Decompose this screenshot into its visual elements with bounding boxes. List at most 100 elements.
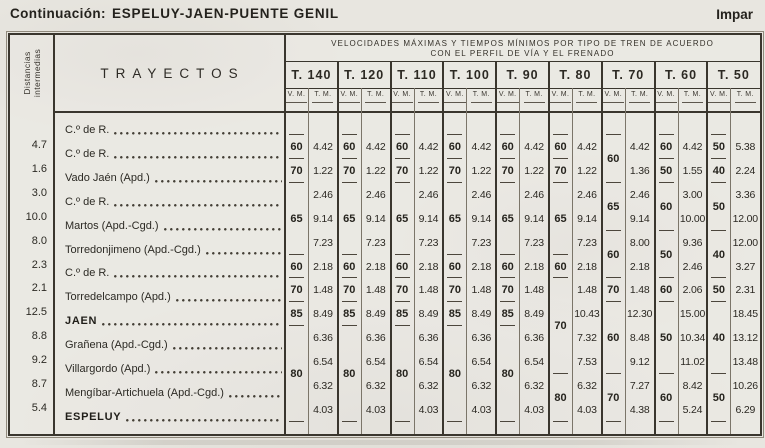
tm-value: 10.00 [679,212,706,225]
station-row: Torredelcampo (Apd.) [54,288,285,304]
vm-section-tick [447,181,463,183]
tm-value: 2.18 [418,260,439,273]
station-row: C.º de R. [54,121,285,137]
tm-value: 6.32 [524,380,544,392]
vm-value: 65 [448,212,462,225]
distance-value: 10.0 [25,210,47,223]
tm-value: 2.46 [524,188,544,201]
tm-value: 4.42 [471,141,492,153]
separator-trayectos [283,35,286,434]
tm-value: 10.43 [574,308,600,321]
vm-header-text: V. M. [602,91,625,103]
train-type-label: T. 80 [559,68,592,82]
station-name: Mengíbar-Artichuela (Apd.-Cgd.) [65,386,224,399]
vm-value: 60 [501,141,514,153]
distances-header-line1: Distancias [22,51,32,95]
vm-header-text: V. M. [496,91,519,103]
train-column-separator [548,61,550,434]
vm-section-tick [447,277,463,279]
vm-section-tick [658,301,674,303]
vm-tm-separator [519,88,521,434]
station-name: Grañena (Apd.-Cgd.) [65,339,168,352]
vm-section-tick [500,157,516,159]
tm-value: 6.32 [313,380,333,392]
tm-value: 9.14 [418,212,439,225]
tm-value: 2.18 [471,260,492,273]
vm-section-tick [394,277,410,279]
tm-value: 8.49 [471,308,492,321]
tm-header: T. M. [414,91,444,111]
train-column-separator [495,61,498,434]
tm-value: 3.36 [735,188,756,201]
tm-value: 1.48 [313,284,333,297]
leader-dots [114,203,282,207]
tm-header: T. M. [572,91,602,111]
distances-header: Distancias intermedias [10,35,54,112]
scan-artifact [20,440,740,445]
tm-value: 6.36 [418,332,439,345]
vm-section-tick [658,420,674,422]
station-row: Grañena (Apd.-Cgd.) [54,336,285,352]
tm-value: 2.18 [524,260,544,273]
vm-value: 80 [290,368,303,381]
vm-value: 65 [290,212,303,225]
vm-tm-separator [466,88,468,434]
vm-section-tick [341,157,357,159]
distances-header-line2: intermedias [32,48,42,98]
vm-section-tick [500,277,516,279]
leader-dots [163,227,282,231]
leader-dots [205,251,282,255]
vm-section-tick [500,325,516,327]
speed-header-line1: VELOCIDADES MÁXIMAS Y TIEMPOS MÍNIMOS PO… [331,39,714,48]
tm-value: 6.36 [313,332,333,345]
tm-header-text: T. M. [417,91,440,103]
tm-value: 7.23 [418,236,439,249]
vm-section-tick [341,253,357,255]
vm-value: 80 [343,368,356,381]
tm-header: T. M. [308,91,338,111]
vm-section-tick [711,181,727,183]
tm-value: 1.22 [418,164,439,177]
tm-value: 9.14 [577,212,597,225]
vm-value: 80 [395,368,409,381]
tm-header-text: T. M. [629,91,651,103]
vm-section-tick [605,373,621,374]
vm-value: 50 [659,248,673,261]
tm-value: 3.00 [682,188,703,201]
tm-value: 4.42 [313,141,333,153]
tm-value: 7.23 [577,236,597,249]
tm-header-text: T. M. [312,91,334,103]
station-name: C.º de R. [65,147,110,160]
vm-section-tick [553,420,568,422]
train-type-label: T. 110 [397,68,437,82]
station-name: Martos (Apd.-Cgd.) [65,219,159,232]
tm-value: 2.46 [313,188,333,201]
vm-value: 70 [607,284,620,297]
vm-value: 65 [607,200,620,213]
vm-header-text: V. M. [708,91,730,103]
tm-value: 11.02 [680,356,705,369]
tm-value: 1.22 [365,164,386,177]
tm-value: 9.14 [313,212,333,225]
vm-header: V. M. [602,91,625,111]
vm-value: 60 [659,200,673,213]
tm-value: 4.42 [365,141,386,153]
vm-value: 70 [290,284,303,297]
vm-value: 85 [501,308,514,321]
vm-section-tick [605,134,621,135]
vm-value: 85 [343,308,356,321]
tm-value: 10.34 [679,332,706,345]
tm-value: 9.14 [629,212,650,225]
tm-value: 15.00 [679,308,706,321]
vm-value: 60 [395,141,409,153]
tm-value: 9.36 [682,236,703,249]
vm-value: 85 [290,308,303,321]
vm-section-tick [711,420,727,422]
train-column-separator [442,61,445,434]
vm-header: V. M. [443,91,466,111]
tm-value: 1.48 [365,284,386,297]
vm-section-tick [711,229,727,231]
vm-tm-separator [572,88,573,434]
vm-section-tick [341,301,357,303]
vm-section-tick [658,373,674,374]
